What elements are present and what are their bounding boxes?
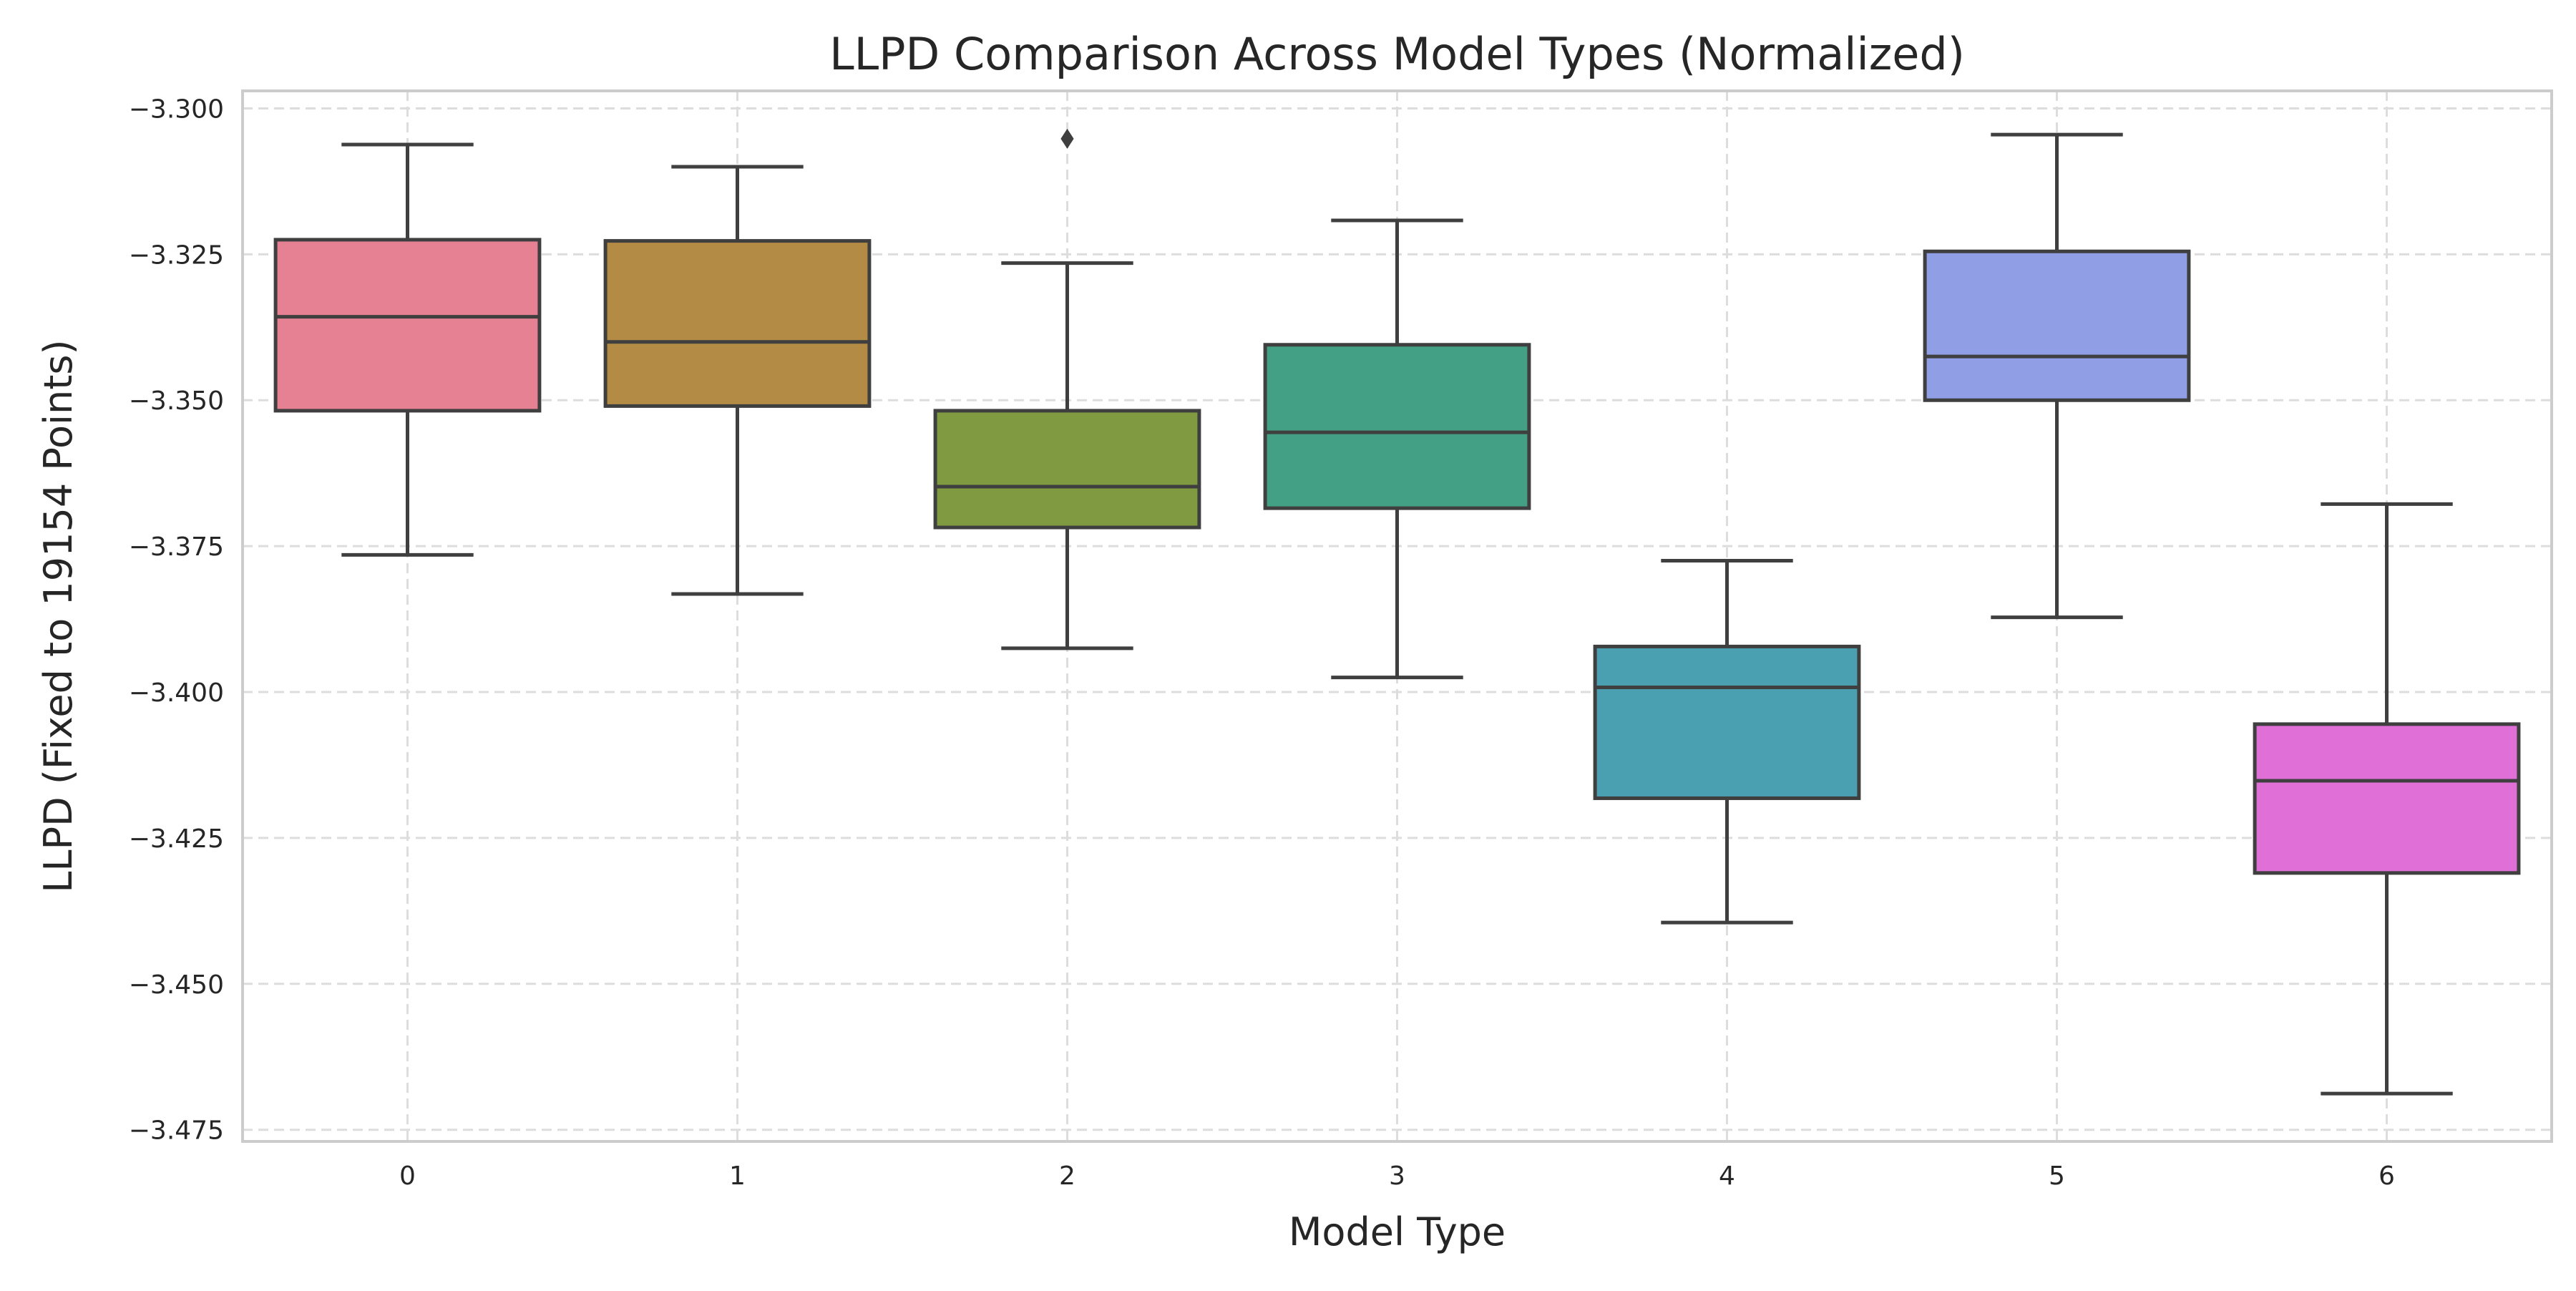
chart-title: LLPD Comparison Across Model Types (Norm… xyxy=(829,28,1965,80)
tick-layer: −3.300 −3.325 −3.350 −3.375 −3.400 −3.425 −3.4… xyxy=(129,94,2395,1191)
x-tick-label: 0 xyxy=(399,1161,416,1191)
plot-frame xyxy=(241,89,2553,1143)
y-tick-label: −3.300 xyxy=(129,94,224,124)
outlier-point xyxy=(1060,128,1074,149)
box-group-1 xyxy=(603,165,872,596)
box-group-2 xyxy=(933,128,1201,651)
y-tick-label: −3.450 xyxy=(129,970,224,1000)
box-iqr xyxy=(933,409,1201,530)
y-tick-label: −3.475 xyxy=(129,1116,224,1146)
x-tick-label: 2 xyxy=(1059,1161,1075,1191)
y-tick-label: −3.425 xyxy=(129,824,224,854)
box-iqr xyxy=(2253,722,2521,875)
box-group-0 xyxy=(273,142,542,557)
box-layer xyxy=(273,128,2521,1096)
y-tick-label: −3.350 xyxy=(129,386,224,416)
box-group-6 xyxy=(2253,502,2521,1096)
box-iqr xyxy=(1923,249,2191,402)
box-group-4 xyxy=(1593,559,1861,925)
x-axis-label: Model Type xyxy=(1289,1209,1506,1255)
x-tick-label: 3 xyxy=(1389,1161,1405,1191)
y-tick-label: −3.400 xyxy=(129,678,224,708)
x-tick-label: 4 xyxy=(1719,1161,1735,1191)
y-tick-label: −3.375 xyxy=(129,532,224,562)
x-tick-label: 6 xyxy=(2379,1161,2395,1191)
box-iqr xyxy=(1593,644,1861,800)
box-iqr xyxy=(603,239,872,408)
box-group-5 xyxy=(1923,132,2191,620)
box-iqr xyxy=(1263,343,1531,510)
box-iqr xyxy=(273,238,542,413)
x-tick-label: 5 xyxy=(2049,1161,2065,1191)
y-axis-label: LLPD (Fixed to 19154 Points) xyxy=(36,339,81,892)
x-tick-label: 1 xyxy=(729,1161,746,1191)
box-group-3 xyxy=(1263,218,1531,680)
y-tick-label: −3.325 xyxy=(129,240,224,270)
